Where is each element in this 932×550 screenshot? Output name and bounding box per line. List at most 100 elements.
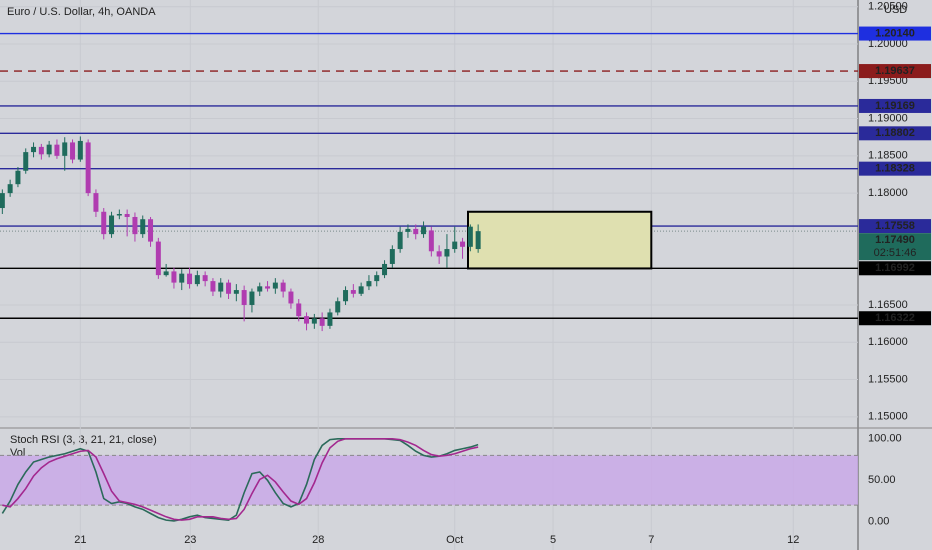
candle-body (218, 282, 224, 292)
y-tick-label: 1.18000 (868, 187, 908, 199)
candle-body (23, 152, 29, 171)
y-tick-label: 1.15000 (868, 411, 908, 423)
candle-body (38, 146, 44, 155)
candle-body (132, 216, 138, 235)
candle-body (265, 286, 271, 289)
y-tick-label: 50.00 (868, 474, 896, 486)
candle-body (304, 316, 310, 324)
level-label: 1.18802 (875, 127, 915, 139)
candle-body (288, 291, 294, 304)
candle-body (15, 170, 21, 185)
chart-title: Euro / U.S. Dollar, 4h, OANDA (7, 6, 156, 18)
candle-body (85, 142, 91, 194)
y-tick-label: 1.15500 (868, 373, 908, 385)
candle-body (350, 290, 356, 294)
candle-body (460, 241, 466, 247)
y-tick-label: 0.00 (868, 516, 889, 528)
candle-body (194, 275, 200, 285)
last-price-label: 1.17490 (875, 234, 915, 246)
level-label-box (859, 311, 931, 326)
candle-body (54, 144, 60, 156)
level-label: 1.19169 (875, 100, 915, 112)
candle-body (163, 271, 169, 276)
candle-body (187, 273, 193, 285)
candle-body (226, 282, 232, 294)
x-tick-label: 5 (550, 534, 556, 546)
level-label: 1.19637 (875, 65, 915, 77)
candle-body (148, 219, 154, 242)
candle-body (413, 228, 419, 235)
candle-body (421, 226, 427, 235)
y-tick-label: 100.00 (868, 433, 902, 445)
candle-body (374, 275, 380, 282)
candle-body (0, 193, 5, 209)
y-tick-label: 1.16000 (868, 336, 908, 348)
level-label: 1.16322 (875, 312, 915, 324)
candle-body (272, 282, 278, 289)
candle-body (397, 231, 403, 250)
stoch-line (2, 437, 479, 521)
candle-body (140, 219, 146, 235)
candle-body (475, 231, 481, 250)
level-label-box (859, 64, 931, 79)
level-label-box (859, 261, 931, 276)
level-label-box (859, 219, 931, 234)
candle-body (366, 281, 372, 287)
last-price-box (859, 233, 931, 261)
candle-body (382, 263, 388, 276)
candle-body (31, 146, 37, 153)
stoch-line (1, 437, 479, 522)
x-tick-label: 7 (648, 534, 654, 546)
indicator-title: Stoch RSI (3, 3, 21, 21, close) (10, 434, 157, 446)
rsi-band (0, 455, 858, 506)
candle-body (335, 301, 341, 313)
x-tick-label: 12 (787, 534, 799, 546)
candle-body (319, 318, 325, 326)
candle-body (77, 140, 83, 160)
currency-label: USD (884, 4, 907, 16)
candle-body (171, 271, 177, 283)
candle-body (249, 291, 255, 305)
candle-body (93, 193, 99, 212)
level-label: 1.17558 (875, 220, 915, 232)
candle-body (202, 275, 208, 282)
candle-body (327, 312, 333, 326)
candle-body (280, 282, 286, 292)
candle-body (257, 286, 263, 292)
zone (467, 210, 653, 270)
level-label-box (859, 126, 931, 141)
candle-body (343, 290, 349, 302)
x-tick-label: 21 (74, 534, 86, 546)
y-tick-label: 1.16500 (868, 299, 908, 311)
level-label: 1.16992 (875, 262, 915, 274)
x-tick-label: 23 (184, 534, 196, 546)
y-tick-label: 1.19000 (868, 112, 908, 124)
candle-body (444, 249, 450, 257)
level-label: 1.20140 (875, 27, 915, 39)
countdown: 02:51:46 (874, 247, 917, 259)
candle-body (428, 230, 434, 252)
candle-body (101, 211, 107, 235)
candle-body (389, 249, 395, 264)
candle-body (296, 303, 302, 317)
candle-body (70, 142, 76, 160)
candle-body (241, 290, 247, 305)
level-label-box (859, 26, 931, 41)
level-label-box (859, 161, 931, 176)
y-tick-label: 1.18500 (868, 150, 908, 162)
candle-body (109, 215, 115, 235)
candle-body (405, 228, 411, 232)
candle-body (233, 290, 239, 294)
candle-body (124, 214, 130, 217)
x-tick-label: Oct (446, 534, 463, 546)
y-tick-label: 1.19500 (868, 75, 908, 87)
candle-body (452, 241, 458, 250)
candle-body (62, 142, 68, 156)
candle-body (7, 184, 13, 194)
y-tick-label: 1.20500 (868, 1, 908, 13)
candle-body (358, 286, 364, 294)
candle-body (311, 318, 317, 324)
y-tick-label: 1.20000 (868, 38, 908, 50)
